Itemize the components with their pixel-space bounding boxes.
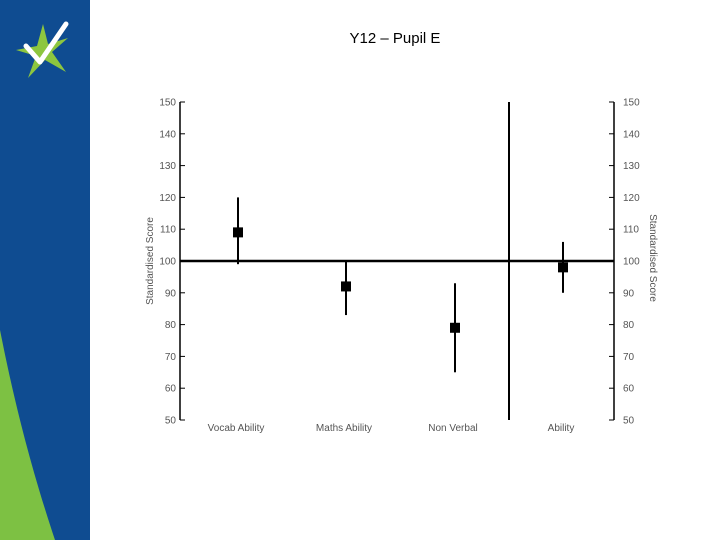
score-marker [450,322,460,333]
left-tick-label: 100 [159,257,176,268]
left-tick-label: 150 [159,98,176,109]
right-tick-label: 120 [623,193,640,204]
right-tick-label: 80 [623,320,635,331]
left-y-axis: 50 60 70 80 90 100 110 120 130 140 150 [159,98,185,427]
left-tick-label: 110 [160,225,176,236]
right-tick-label: 110 [623,225,639,236]
left-y-axis-label: Standardised Score [145,217,156,305]
left-tick-label: 60 [165,384,177,395]
left-tick-label: 140 [159,129,176,140]
x-axis-labels: Vocab Ability Maths Ability Non Verbal Abil… [208,423,575,434]
x-category-label: Vocab Ability [208,423,265,434]
score-marker [341,281,351,292]
right-tick-label: 50 [623,416,635,427]
school-logo-icon [16,21,69,78]
x-category-label: Ability [548,423,575,434]
left-tick-label: 90 [165,288,177,299]
right-tick-label: 90 [623,288,635,299]
right-y-axis-label: Standardised Score [647,214,658,302]
right-tick-label: 100 [623,257,640,268]
left-tick-label: 130 [159,161,176,172]
left-tick-label: 50 [165,416,177,427]
left-tick-label: 120 [159,193,176,204]
right-tick-label: 60 [623,384,635,395]
score-marker [558,262,568,273]
right-tick-label: 140 [623,129,640,140]
left-tick-label: 80 [165,320,177,331]
data-marks [180,102,614,420]
chart-title: Y12 – Pupil E [349,30,441,47]
right-tick-label: 130 [623,161,640,172]
x-category-label: Maths Ability [316,423,372,434]
left-tick-label: 70 [165,352,177,363]
sidebar-band [0,0,90,540]
right-tick-label: 150 [623,98,640,109]
right-tick-label: 70 [623,352,635,363]
x-category-label: Non Verbal [428,423,477,434]
sidebar-wave [0,330,55,540]
score-marker [233,227,243,238]
